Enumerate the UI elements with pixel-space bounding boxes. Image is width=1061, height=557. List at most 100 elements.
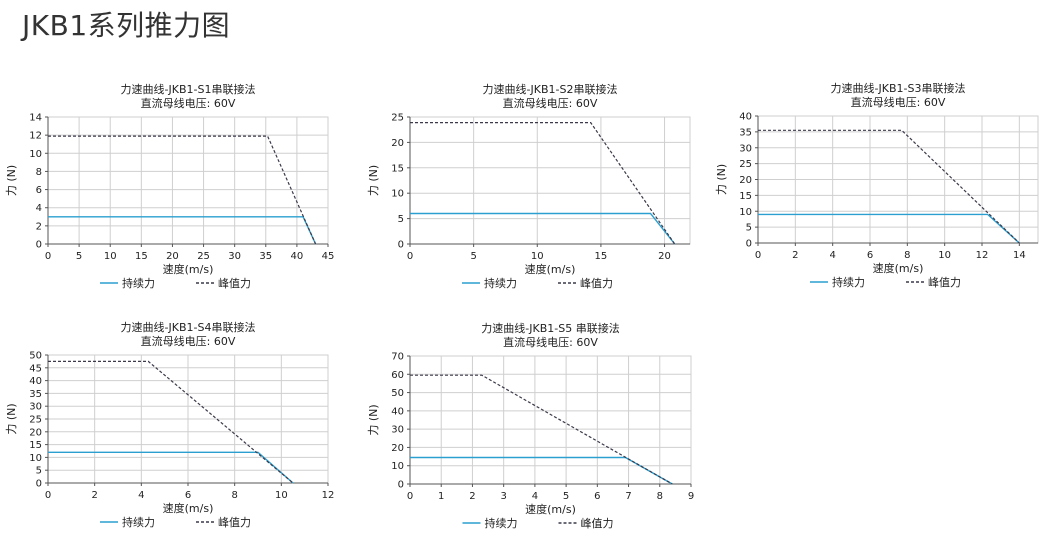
- y-tick-label: 20: [391, 138, 404, 149]
- y-tick-label: 20: [29, 427, 42, 438]
- x-tick-label: 2: [91, 490, 97, 501]
- x-tick-label: 8: [231, 490, 237, 501]
- y-tick-label: 25: [29, 415, 42, 426]
- x-tick-label: 45: [322, 251, 335, 262]
- x-tick-label: 9: [688, 491, 694, 502]
- x-axis-label: 速度(m/s): [525, 262, 576, 276]
- x-tick-label: 6: [594, 491, 600, 502]
- y-tick-label: 6: [36, 185, 42, 196]
- x-tick-label: 5: [470, 251, 476, 262]
- y-tick-label: 50: [29, 351, 42, 362]
- chart-title: 力速曲线-JKB1-S1串联接法: [121, 82, 256, 96]
- x-tick-label: 2: [469, 491, 475, 502]
- y-tick-label: 10: [29, 149, 42, 160]
- x-tick-label: 0: [45, 490, 51, 501]
- x-tick-label: 6: [867, 250, 873, 261]
- legend-label: 持续力: [484, 276, 517, 290]
- y-tick-label: 10: [29, 453, 42, 464]
- y-tick-label: 40: [29, 376, 42, 387]
- chart-subtitle: 直流母线电压: 60V: [851, 95, 946, 109]
- y-tick-label: 30: [391, 425, 404, 436]
- x-tick-label: 35: [259, 251, 272, 262]
- y-tick-label: 15: [29, 440, 42, 451]
- chart-subtitle: 直流母线电压: 60V: [141, 96, 236, 110]
- x-tick-label: 10: [275, 490, 288, 501]
- x-axis-label: 速度(m/s): [873, 261, 924, 275]
- legend-label: 峰值力: [581, 517, 614, 530]
- x-tick-label: 0: [407, 251, 413, 262]
- x-tick-label: 40: [291, 251, 304, 262]
- y-axis-label: 力 (N): [367, 404, 380, 435]
- x-tick-label: 4: [532, 491, 538, 502]
- y-axis-label: 力 (N): [367, 165, 380, 196]
- y-tick-label: 0: [746, 239, 752, 250]
- x-tick-label: 30: [228, 251, 241, 262]
- y-tick-label: 4: [36, 203, 42, 214]
- x-tick-label: 7: [625, 491, 631, 502]
- legend-label: 峰值力: [928, 276, 961, 289]
- x-tick-label: 15: [135, 251, 148, 262]
- x-tick-label: 5: [76, 251, 82, 262]
- y-tick-label: 15: [391, 163, 404, 174]
- y-tick-label: 40: [739, 112, 752, 123]
- x-tick-label: 0: [45, 251, 51, 262]
- chart-title: 力速曲线-JKB1-S3串联接法: [831, 81, 966, 95]
- y-tick-label: 5: [36, 466, 42, 477]
- y-tick-label: 35: [739, 127, 752, 138]
- legend-label: 峰值力: [218, 516, 251, 529]
- chart-subtitle: 直流母线电压: 60V: [503, 335, 598, 349]
- x-tick-label: 10: [938, 250, 951, 261]
- x-tick-label: 1: [438, 491, 444, 502]
- continuous-force-line: [48, 451, 294, 484]
- x-tick-label: 3: [500, 491, 506, 502]
- chart-title: 力速曲线-JKB1-S2串联接法: [483, 82, 618, 96]
- y-tick-label: 20: [391, 443, 404, 454]
- y-tick-label: 8: [36, 167, 42, 178]
- legend-label: 持续力: [832, 275, 865, 289]
- x-tick-label: 8: [904, 250, 910, 261]
- y-tick-label: 70: [391, 352, 404, 363]
- y-tick-label: 5: [398, 214, 404, 225]
- x-tick-label: 12: [322, 490, 335, 501]
- x-tick-label: 8: [657, 491, 663, 502]
- x-tick-label: 14: [1013, 250, 1026, 261]
- y-tick-label: 35: [29, 389, 42, 400]
- y-tick-label: 2: [36, 221, 42, 232]
- y-tick-label: 15: [739, 191, 752, 202]
- x-tick-label: 20: [166, 251, 179, 262]
- y-tick-label: 5: [746, 223, 752, 234]
- y-tick-label: 0: [398, 240, 404, 251]
- y-tick-label: 0: [36, 240, 42, 251]
- chart-subtitle: 直流母线电压: 60V: [141, 334, 236, 348]
- x-tick-label: 12: [976, 250, 989, 261]
- y-tick-label: 45: [29, 363, 42, 374]
- y-tick-label: 14: [29, 113, 42, 124]
- y-axis-label: 力 (N): [5, 403, 18, 434]
- y-tick-label: 10: [391, 461, 404, 472]
- y-tick-label: 30: [739, 143, 752, 154]
- y-tick-label: 10: [739, 207, 752, 218]
- y-tick-label: 0: [36, 479, 42, 490]
- x-tick-label: 0: [407, 491, 413, 502]
- chart-title: 力速曲线-JKB1-S4串联接法: [121, 320, 256, 334]
- y-tick-label: 60: [391, 370, 404, 381]
- y-tick-label: 40: [391, 406, 404, 417]
- x-axis-label: 速度(m/s): [163, 262, 214, 276]
- y-tick-label: 10: [391, 189, 404, 200]
- x-tick-label: 2: [792, 250, 798, 261]
- peak-force-line: [758, 129, 1020, 244]
- x-tick-label: 4: [138, 490, 144, 501]
- y-tick-label: 12: [29, 131, 42, 142]
- x-tick-label: 25: [197, 251, 210, 262]
- y-tick-label: 0: [398, 480, 404, 491]
- y-tick-label: 20: [739, 175, 752, 186]
- legend-label: 峰值力: [580, 277, 613, 290]
- legend-label: 持续力: [122, 276, 155, 290]
- continuous-force-line: [410, 212, 676, 245]
- x-axis-label: 速度(m/s): [163, 501, 214, 515]
- y-tick-label: 50: [391, 388, 404, 399]
